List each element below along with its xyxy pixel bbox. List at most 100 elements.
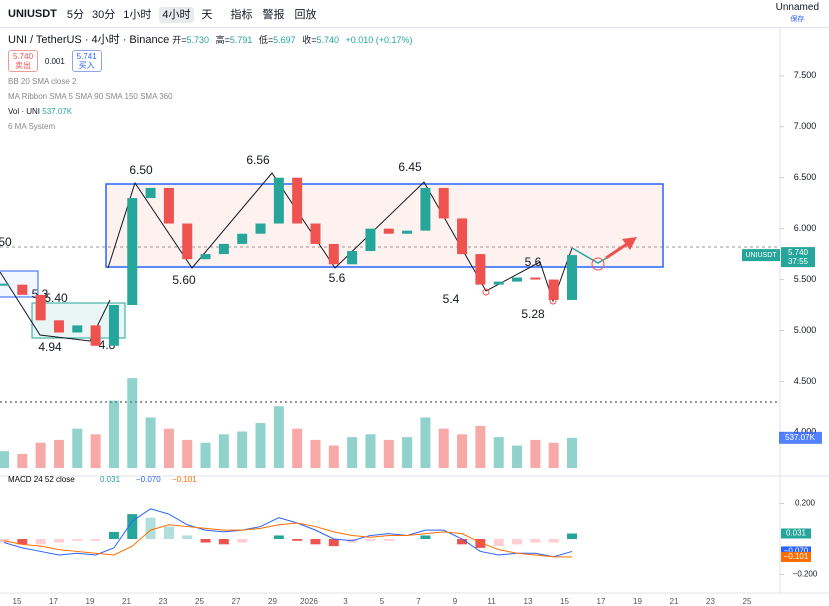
ohlc-key: 开= [172, 35, 187, 45]
x-tick-label: 13 [524, 597, 533, 606]
volume-bar [53, 439, 64, 468]
interval[interactable]: 5分 [66, 8, 85, 21]
study[interactable]: MA Ribbon SMA 5 SMA 90 SMA 150 SMA 360 [8, 92, 173, 101]
candle [108, 305, 119, 346]
macd-bar [35, 539, 46, 545]
candle [438, 187, 449, 219]
macd-bar [53, 539, 64, 543]
volume-tag [779, 431, 822, 444]
candle [310, 223, 321, 244]
volume-bar [108, 400, 119, 468]
volume-bar [163, 428, 174, 468]
ohlc-key: 收= [302, 35, 317, 45]
candle [493, 281, 504, 285]
study[interactable]: 6 MA System [8, 122, 56, 131]
zigzag[interactable] [0, 271, 111, 342]
volume-bar [145, 417, 156, 468]
x-tick-label: 21 [670, 597, 679, 606]
macd-bar [72, 539, 83, 541]
volume-bar [182, 439, 193, 468]
volume-tag-label: 537.07K [785, 433, 815, 442]
legend: UNI / TetherUS · 4小时 · Binance 开=5.730 高… [8, 33, 417, 134]
annotation: 4.94 [38, 340, 62, 354]
macd-signal-line [3, 522, 573, 558]
change: +0.010 (+0.17%) [345, 35, 413, 45]
alerts-button[interactable]: 警报 [262, 8, 285, 21]
volume-bar [200, 442, 211, 468]
annotation: 6.50 [129, 163, 153, 177]
interval[interactable]: 30分 [92, 8, 116, 21]
study[interactable]: Vol · UNI 537.07K [8, 104, 417, 119]
layout-name: Unnamed [775, 2, 819, 13]
volume-bar [17, 453, 28, 468]
candle [237, 233, 248, 244]
price-tag-symbol: UNIUSDT [745, 252, 777, 259]
ohlc-value: 5.730 [186, 35, 210, 45]
symbol[interactable]: UNIUSDT [8, 7, 57, 20]
annotation: 6.45 [398, 160, 422, 174]
volume-bar [273, 406, 284, 468]
candle [383, 228, 394, 234]
macd-tag [781, 551, 811, 562]
sell-button[interactable]: 5.740 卖出 [8, 50, 39, 72]
candle [0, 283, 9, 286]
annotation: 50 [0, 235, 12, 249]
x-tick-label: 23 [706, 597, 715, 606]
macd-bar [145, 517, 156, 539]
interval[interactable]: 4小时 [159, 6, 194, 23]
volume-bar [127, 378, 138, 468]
volume-bar [383, 439, 394, 468]
volume-bar [567, 437, 577, 468]
study[interactable]: BB 20 SMA close 2 [8, 77, 77, 86]
volume-bar [72, 428, 83, 468]
macd-tag-label: −0.101 [784, 552, 809, 561]
layout[interactable]: Unnamed 保存 [776, 2, 819, 25]
replay-button[interactable]: 回放 [294, 8, 317, 21]
macd-bar [457, 539, 468, 545]
buy-label: 买入 [78, 61, 95, 70]
macd-bar [200, 539, 211, 543]
legend-title: UNI / TetherUS · 4小时 · Binance [8, 34, 170, 46]
x-tick-label: 27 [232, 597, 241, 606]
candle [72, 325, 83, 333]
macd-bar [310, 539, 321, 545]
candle [127, 198, 138, 306]
indicators-button[interactable]: 指标 [230, 8, 253, 21]
macd-bar [273, 535, 284, 539]
y-tick-label: −0.200 [793, 570, 818, 579]
arrow [605, 240, 631, 260]
y-tick-label: 7.500 [794, 70, 817, 80]
interval[interactable]: 1小时 [123, 8, 152, 21]
candle [182, 223, 193, 260]
macd-macd-line [3, 508, 573, 558]
x-tick-label: 7 [416, 597, 421, 606]
volume-bar [218, 434, 229, 468]
macd-bar [163, 526, 174, 539]
x-tick-label: 25 [743, 597, 752, 606]
zigzag[interactable] [107, 172, 573, 303]
price-tag [742, 249, 780, 262]
projection[interactable] [571, 247, 611, 264]
annotation: 6.56 [246, 153, 270, 167]
candle [475, 254, 486, 285]
volume-bar [512, 445, 523, 468]
macd-title: MACD 24 52 close [8, 475, 75, 484]
x-tick-label: 5 [380, 597, 385, 606]
macd-bar [218, 539, 229, 545]
candle [17, 284, 28, 295]
volume-study-value: 537.07K [42, 107, 73, 116]
macd-bar [493, 539, 504, 547]
volume-bar [530, 439, 541, 468]
candle [457, 218, 468, 255]
macd-bar [90, 539, 101, 541]
macd-bar [548, 539, 559, 543]
macd-tag-label: 0.031 [786, 529, 807, 538]
interval[interactable]: 天 [201, 8, 213, 21]
volume-bar [402, 437, 413, 468]
candle [255, 223, 266, 234]
macd-bar [17, 539, 28, 545]
volume-bar [35, 442, 46, 468]
buy-button[interactable]: 5.741 买入 [71, 50, 102, 72]
ohlc: 开=5.730 高=5.791 低=5.697 收=5.740 +0.010 (… [172, 35, 416, 45]
x-tick-label: 3 [343, 597, 348, 606]
